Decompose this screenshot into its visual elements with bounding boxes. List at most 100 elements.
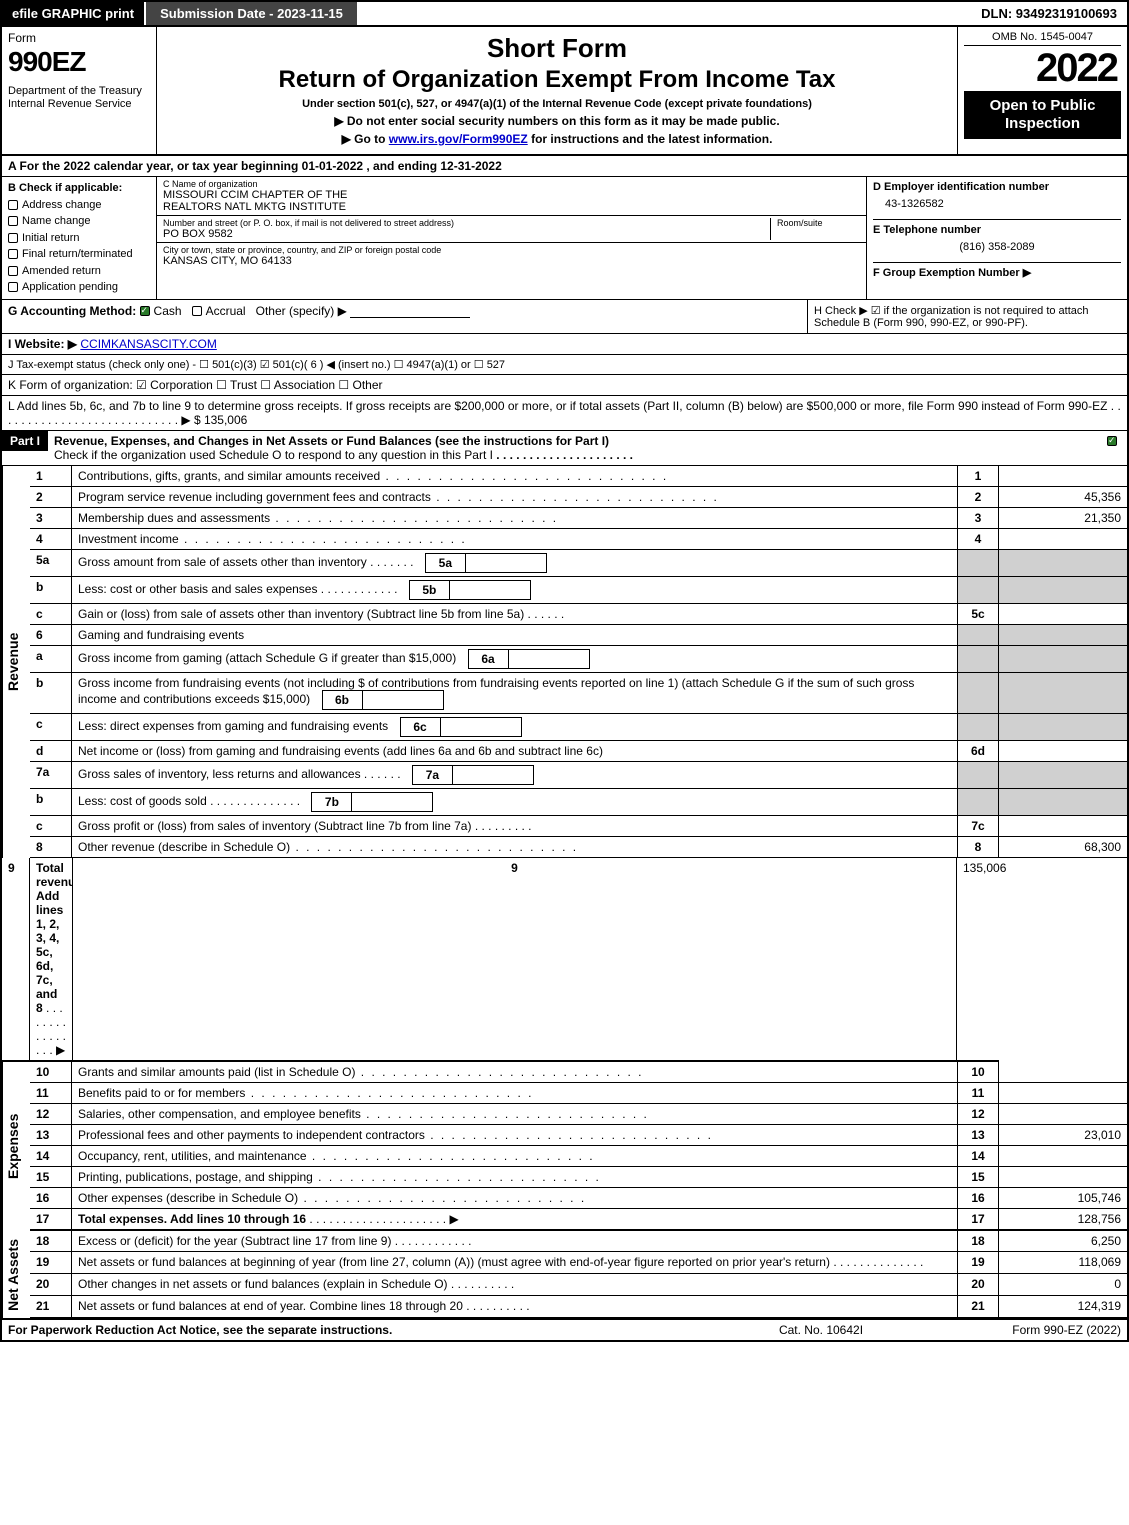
line-val xyxy=(999,816,1127,837)
line-rnum: 12 xyxy=(957,1104,999,1125)
line-rnum-grey xyxy=(957,550,999,577)
goto-link[interactable]: www.irs.gov/Form990EZ xyxy=(389,132,528,146)
line-desc: Gross income from fundraising events (no… xyxy=(72,673,957,714)
row-l-text: L Add lines 5b, 6c, and 7b to line 9 to … xyxy=(8,399,1107,413)
line-desc: Gross profit or (loss) from sales of inv… xyxy=(72,816,957,837)
submission-date-button[interactable]: Submission Date - 2023-11-15 xyxy=(146,2,357,25)
line-desc: Membership dues and assessments xyxy=(72,508,957,529)
line-val xyxy=(999,604,1127,625)
line-val: 21,350 xyxy=(999,508,1127,529)
line-rnum-grey xyxy=(957,714,999,741)
line-num: 15 xyxy=(30,1167,72,1188)
line-rnum: 11 xyxy=(957,1083,999,1104)
line-desc: Net income or (loss) from gaming and fun… xyxy=(72,741,957,762)
chk-accrual[interactable] xyxy=(192,306,202,316)
line-num: 4 xyxy=(30,529,72,550)
chk-application-pending[interactable]: Application pending xyxy=(8,279,150,296)
tax-year: 2022 xyxy=(964,46,1121,91)
city-value: KANSAS CITY, MO 64133 xyxy=(163,255,860,267)
inner-7b: 7b xyxy=(311,792,433,812)
line-val-grey xyxy=(999,673,1127,714)
header-left: Form 990EZ Department of the Treasury In… xyxy=(2,27,157,154)
line-val: 124,319 xyxy=(999,1296,1127,1318)
expenses-label: Expenses xyxy=(2,1062,30,1231)
line-desc: Investment income xyxy=(72,529,957,550)
chk-label: Initial return xyxy=(22,232,79,244)
chk-cash[interactable] xyxy=(140,306,150,316)
line-num: 14 xyxy=(30,1146,72,1167)
line-rnum-grey xyxy=(957,646,999,673)
chk-address-change[interactable]: Address change xyxy=(8,197,150,214)
line-rnum: 18 xyxy=(957,1231,999,1253)
line-num: 11 xyxy=(30,1083,72,1104)
part1-checkbox[interactable] xyxy=(1101,431,1127,465)
line-rnum: 1 xyxy=(957,466,999,487)
line-val: 68,300 xyxy=(999,837,1127,858)
line-desc: Total revenue. Add lines 1, 2, 3, 4, 5c,… xyxy=(30,858,72,1062)
line-desc: Grants and similar amounts paid (list in… xyxy=(72,1062,957,1083)
line-val: 118,069 xyxy=(999,1252,1127,1274)
line-num: c xyxy=(30,714,72,741)
row-g: G Accounting Method: Cash Accrual Other … xyxy=(2,300,807,333)
line-rnum: 6d xyxy=(957,741,999,762)
line-desc: Other changes in net assets or fund bala… xyxy=(72,1274,957,1296)
chk-label: Final return/terminated xyxy=(22,248,133,260)
line-desc: Occupancy, rent, utilities, and maintena… xyxy=(72,1146,957,1167)
header-right: OMB No. 1545-0047 2022 Open to Public In… xyxy=(957,27,1127,154)
line-desc: Contributions, gifts, grants, and simila… xyxy=(72,466,957,487)
inner-6b: 6b xyxy=(322,690,444,710)
chk-initial-return[interactable]: Initial return xyxy=(8,230,150,247)
line-num: c xyxy=(30,604,72,625)
street-value: PO BOX 9582 xyxy=(163,228,770,240)
line-val xyxy=(999,1146,1127,1167)
line-rnum: 7c xyxy=(957,816,999,837)
street-label: Number and street (or P. O. box, if mail… xyxy=(163,218,770,228)
form-word: Form xyxy=(8,31,150,45)
inner-6a: 6a xyxy=(468,649,590,669)
chk-name-change[interactable]: Name change xyxy=(8,213,150,230)
line-val: 105,746 xyxy=(999,1188,1127,1209)
line-num: 13 xyxy=(30,1125,72,1146)
chk-label: Address change xyxy=(22,199,102,211)
line-rnum: 5c xyxy=(957,604,999,625)
line-val xyxy=(999,529,1127,550)
org-name-1: MISSOURI CCIM CHAPTER OF THE xyxy=(163,189,860,201)
box-def: D Employer identification number 43-1326… xyxy=(867,177,1127,299)
efile-print-button[interactable]: efile GRAPHIC print xyxy=(2,2,144,25)
line-desc: Gross income from gaming (attach Schedul… xyxy=(72,646,957,673)
line-val: 45,356 xyxy=(999,487,1127,508)
line-desc: Other revenue (describe in Schedule O) xyxy=(72,837,957,858)
line-rnum: 15 xyxy=(957,1167,999,1188)
line-rnum: 21 xyxy=(957,1296,999,1318)
line-num: b xyxy=(30,577,72,604)
line-rnum-grey xyxy=(957,625,999,646)
website-link[interactable]: CCIMKANSASCITY.COM xyxy=(80,337,216,351)
box-b: B Check if applicable: Address change Na… xyxy=(2,177,157,299)
other-label: Other (specify) ▶ xyxy=(256,304,347,318)
other-specify-field[interactable] xyxy=(350,304,470,318)
line-desc: Benefits paid to or for members xyxy=(72,1083,957,1104)
open-to-public: Open to Public Inspection xyxy=(964,91,1121,139)
row-l-amount: ▶ $ 135,006 xyxy=(181,413,247,427)
phone-value: (816) 358-2089 xyxy=(873,238,1121,261)
form-number: 990EZ xyxy=(8,45,150,79)
line-val xyxy=(999,1062,1127,1083)
chk-final-return[interactable]: Final return/terminated xyxy=(8,246,150,263)
line-rnum: 2 xyxy=(957,487,999,508)
row-j: J Tax-exempt status (check only one) - ☐… xyxy=(0,355,1129,375)
line-num: a xyxy=(30,646,72,673)
line-num: 12 xyxy=(30,1104,72,1125)
part1-title: Revenue, Expenses, and Changes in Net As… xyxy=(48,431,1101,465)
chk-amended-return[interactable]: Amended return xyxy=(8,263,150,280)
spacer xyxy=(357,2,971,25)
line-rnum: 8 xyxy=(957,837,999,858)
line-val-grey xyxy=(999,550,1127,577)
org-name-2: REALTORS NATL MKTG INSTITUTE xyxy=(163,201,860,213)
line-rnum: 4 xyxy=(957,529,999,550)
part1-header-row: Part I Revenue, Expenses, and Changes in… xyxy=(0,431,1129,466)
chk-label: Amended return xyxy=(22,265,101,277)
line-val: 135,006 xyxy=(957,858,999,1062)
line-desc: Less: cost or other basis and sales expe… xyxy=(72,577,957,604)
part1-check-text: Check if the organization used Schedule … xyxy=(54,448,493,462)
arrow-icon: ▶ xyxy=(449,1212,458,1226)
